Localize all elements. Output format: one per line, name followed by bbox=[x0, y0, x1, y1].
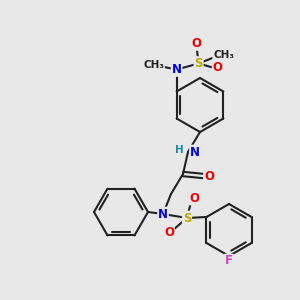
Text: O: O bbox=[189, 191, 199, 205]
Text: O: O bbox=[192, 37, 202, 50]
Text: N: N bbox=[158, 208, 168, 220]
Text: O: O bbox=[164, 226, 174, 239]
Text: F: F bbox=[225, 254, 233, 268]
Text: CH₃: CH₃ bbox=[143, 61, 164, 70]
Text: CH₃: CH₃ bbox=[213, 50, 234, 61]
Text: S: S bbox=[183, 212, 191, 224]
Text: O: O bbox=[213, 61, 223, 74]
Text: S: S bbox=[194, 57, 203, 70]
Text: O: O bbox=[204, 169, 214, 182]
Text: N: N bbox=[172, 63, 182, 76]
Text: N: N bbox=[190, 146, 200, 158]
Text: H: H bbox=[175, 145, 184, 155]
